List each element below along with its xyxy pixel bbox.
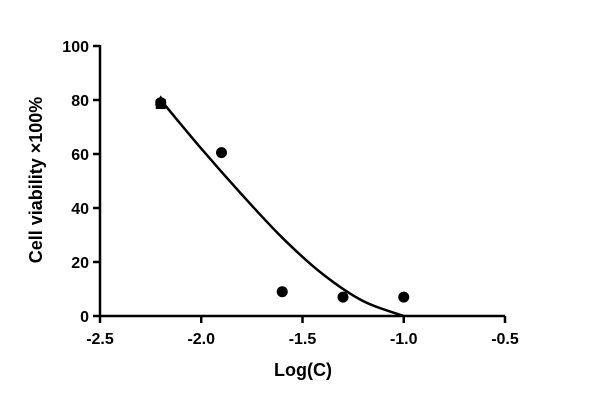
y-tick-label: 0	[80, 309, 89, 326]
data-point	[216, 147, 227, 159]
data-point	[398, 291, 410, 303]
x-tick-label: -1.5	[289, 331, 317, 348]
x-tick-label: -1.0	[390, 331, 418, 348]
y-tick-label: 60	[71, 147, 89, 164]
y-tick-label: 20	[71, 255, 89, 272]
y-tick-label: 40	[71, 201, 89, 218]
x-tick-label: -0.5	[491, 331, 519, 348]
ticks: 0 20 40 60 80 100 -2.5 -2.0 -1.5 -1.0 -0.5	[62, 39, 519, 348]
x-tick-label: -2.0	[187, 331, 215, 348]
x-tick-label: -2.5	[86, 331, 114, 348]
data-points	[154, 95, 410, 303]
fit-curve-layer	[159, 99, 405, 318]
data-point-triangle	[154, 95, 167, 106]
y-tick-label: 80	[71, 93, 89, 110]
fit-curve	[159, 99, 405, 318]
axes	[98, 45, 505, 318]
data-point	[337, 291, 349, 303]
y-axis-title: Cell viability ×100%	[26, 97, 46, 264]
y-tick-label: 100	[62, 39, 89, 56]
x-axis-title: Log(C)	[274, 360, 332, 380]
data-point	[276, 286, 288, 298]
